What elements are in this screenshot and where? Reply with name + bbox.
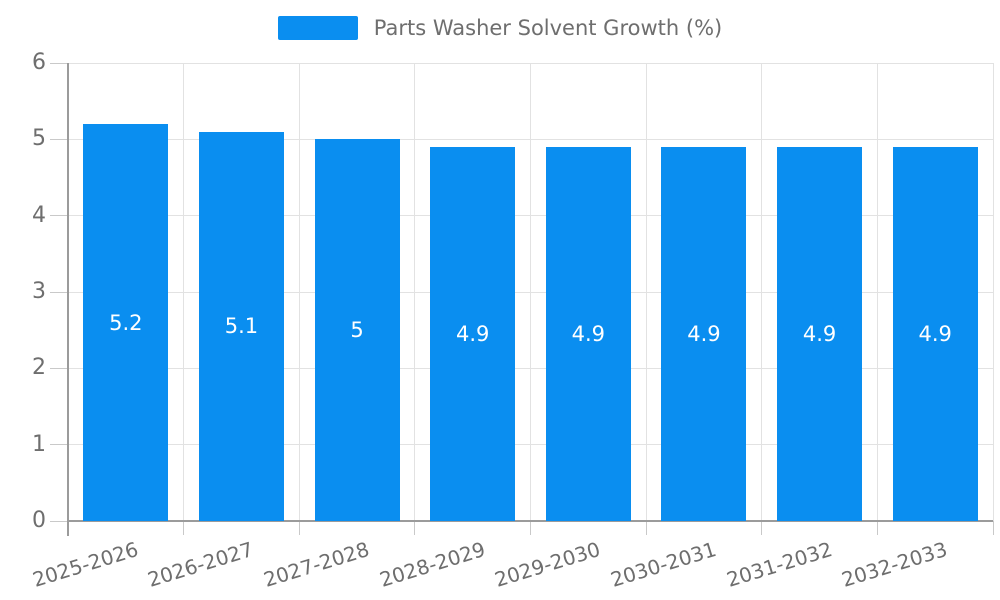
- bar: 4.9: [430, 146, 516, 521]
- bar-value-label: 5: [350, 318, 364, 343]
- x-tick: [645, 521, 647, 535]
- x-tick-label: 2025-2026: [29, 537, 141, 592]
- bar: 5.2: [83, 124, 169, 521]
- x-tick-label: 2028-2029: [376, 537, 488, 592]
- x-tick-label: 2031-2032: [723, 537, 835, 592]
- bar: 4.9: [545, 146, 631, 521]
- bar: 4.9: [661, 146, 747, 521]
- x-tick-label: 2032-2033: [838, 537, 951, 592]
- x-tick-label: 2029-2030: [492, 537, 604, 592]
- y-tick: [50, 444, 68, 446]
- y-tick-label: 5: [32, 126, 46, 152]
- y-tick: [50, 62, 68, 64]
- y-tick: [50, 520, 68, 522]
- v-gridline: [298, 63, 300, 521]
- v-gridline: [414, 63, 416, 521]
- bar: 4.9: [777, 146, 863, 521]
- y-axis-line: [67, 63, 69, 536]
- chart-legend: Parts Washer Solvent Growth (%): [0, 16, 1000, 40]
- x-tick: [530, 521, 531, 535]
- bar: 5: [314, 139, 400, 521]
- bar-value-label: 4.9: [571, 321, 606, 346]
- x-tick: [761, 521, 763, 535]
- x-tick: [414, 521, 416, 535]
- bar: 5.1: [198, 131, 284, 521]
- y-tick: [50, 291, 68, 293]
- x-tick-label: 2027-2028: [260, 537, 373, 592]
- y-tick-label: 6: [32, 50, 46, 75]
- v-gridline: [761, 63, 763, 521]
- x-tick: [183, 521, 185, 535]
- bar-value-label: 5.2: [109, 310, 143, 335]
- v-gridline: [530, 63, 531, 521]
- y-tick-label: 3: [32, 279, 46, 304]
- bar-value-label: 4.9: [918, 321, 952, 346]
- legend-swatch: [277, 16, 358, 40]
- y-tick: [50, 138, 68, 140]
- y-tick: [50, 367, 68, 369]
- y-tick-label: 1: [32, 431, 46, 457]
- bar: 4.9: [892, 146, 978, 521]
- v-gridline: [645, 63, 647, 521]
- x-tick: [876, 521, 878, 535]
- bar-value-label: 5.1: [224, 314, 259, 339]
- x-tick: [992, 521, 994, 535]
- y-tick-label: 0: [32, 508, 46, 533]
- v-gridline: [876, 63, 878, 521]
- x-axis-line: [67, 520, 993, 522]
- x-tick-label: 2030-2031: [607, 537, 719, 592]
- x-tick: [298, 521, 300, 535]
- y-tick-label: 4: [32, 202, 46, 228]
- bar-value-label: 4.9: [802, 321, 837, 346]
- v-gridline: [992, 63, 994, 521]
- x-tick-label: 2026-2027: [145, 537, 257, 592]
- legend-label: Parts Washer Solvent Growth (%): [373, 16, 723, 40]
- v-gridline: [183, 63, 185, 521]
- y-tick-label: 2: [32, 355, 46, 381]
- y-tick: [50, 215, 68, 217]
- bar-value-label: 4.9: [455, 321, 490, 346]
- bar-value-label: 4.9: [687, 321, 721, 346]
